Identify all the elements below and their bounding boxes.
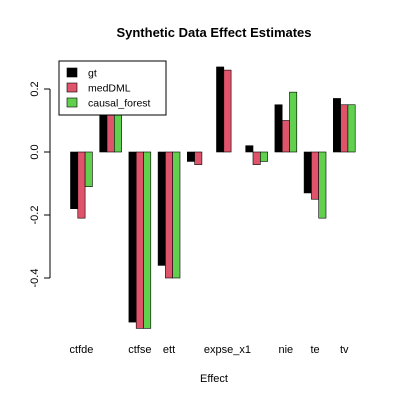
legend-swatch-causal_forest	[66, 97, 78, 108]
bar-gt-te	[303, 151, 312, 194]
legend-swatch-medDML	[66, 82, 78, 93]
bar-gt-ctfie	[99, 110, 108, 153]
x-tick-label: ctfse	[128, 344, 151, 356]
x-tick-label: nie	[279, 344, 294, 356]
bar-causal_forest-tv	[347, 104, 356, 153]
bar-medDML-nde	[252, 151, 261, 165]
y-tick-label: -0.4	[29, 269, 41, 288]
bar-gt-ett	[157, 151, 166, 266]
legend-label-causal_forest: causal_forest	[88, 98, 151, 110]
y-axis: -0.4 -0.2 0.0 0.2	[29, 81, 51, 288]
bar-medDML-expse_x1	[223, 69, 232, 153]
bar-gt-ctfde	[70, 151, 79, 210]
bars	[70, 66, 356, 329]
bar-gt-nde	[245, 145, 254, 153]
legend-label-gt: gt	[88, 68, 97, 80]
bar-medDML-ctfse	[135, 151, 144, 329]
bar-causal_forest-nie	[289, 91, 298, 153]
chart-title: Synthetic Data Effect Estimates	[116, 25, 311, 40]
x-tick-label: te	[310, 344, 319, 356]
bar-causal_forest-ctfie	[114, 110, 122, 153]
x-tick-label: expse_x1	[204, 344, 251, 356]
bar-medDML-tv	[340, 104, 349, 153]
bar-medDML-expse_x0	[194, 151, 203, 165]
bar-gt-expse_x1	[216, 66, 225, 153]
bar-medDML-te	[311, 151, 319, 200]
bar-causal_forest-te	[318, 151, 327, 219]
bar-medDML-ett	[165, 151, 173, 279]
bar-gt-tv	[332, 98, 341, 153]
bar-gt-ctfse	[128, 151, 137, 323]
bar-gt-expse_x0	[187, 151, 195, 162]
bar-gt-nie	[274, 104, 283, 153]
legend-swatch-gt	[66, 67, 78, 78]
y-tick-label: -0.2	[29, 206, 41, 225]
x-tick-label: ett	[163, 344, 175, 356]
legend: gt medDML causal_forest	[58, 60, 167, 116]
y-tick-label: 0.2	[29, 81, 41, 96]
x-axis-label: Effect	[200, 373, 228, 385]
bar-medDML-ctfie	[106, 110, 115, 153]
bar-causal_forest-ctfse	[143, 151, 152, 329]
bar-causal_forest-nde	[259, 151, 268, 162]
x-tick-label: tv	[340, 344, 349, 356]
bar-medDML-nie	[281, 120, 290, 153]
bar-causal_forest-ctfde	[84, 151, 93, 187]
legend-label-medDML: medDML	[88, 83, 131, 95]
x-tick-label: ctfde	[70, 344, 94, 356]
x-tick-labels: ctfde ctfse ett expse_x1 nie te tv	[70, 344, 350, 356]
y-tick-label: 0.0	[29, 144, 41, 159]
bar-medDML-ctfde	[77, 151, 86, 219]
bar-causal_forest-ett	[172, 151, 181, 279]
